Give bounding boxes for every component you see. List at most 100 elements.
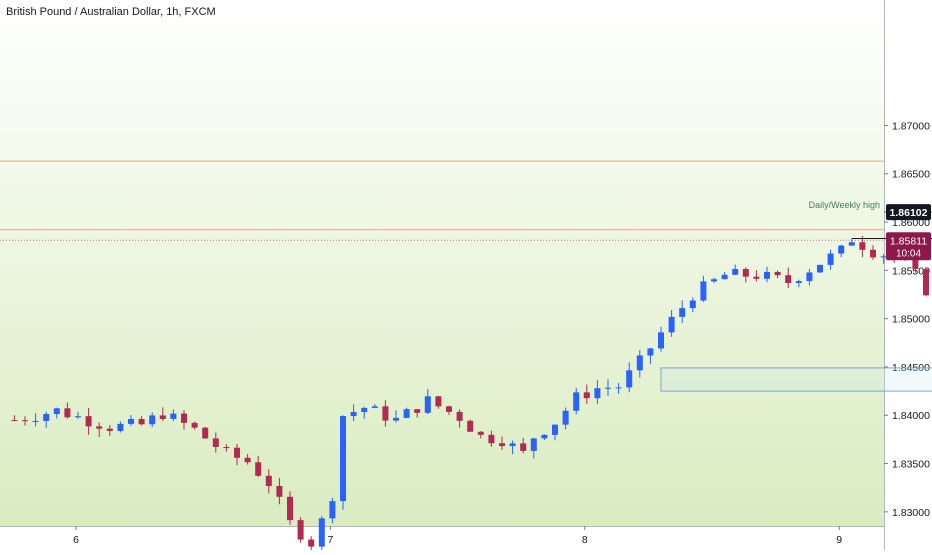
candle-bullish	[329, 501, 336, 519]
candle-bullish	[658, 332, 664, 349]
candle-bullish	[689, 300, 696, 309]
candle-bearish	[446, 406, 452, 412]
candle-bullish	[541, 434, 548, 439]
candle-bearish	[308, 539, 315, 547]
candle-bearish	[212, 438, 219, 448]
candle-bearish	[297, 520, 304, 540]
candle-bearish	[202, 427, 209, 439]
candle-bullish	[615, 387, 622, 389]
candle-bullish	[552, 424, 558, 435]
candle-bullish	[371, 406, 378, 408]
candle-bearish	[244, 457, 251, 463]
candle-bearish	[912, 255, 919, 270]
candle-bullish	[764, 271, 770, 279]
candle-bearish	[499, 443, 505, 447]
candle-bearish	[467, 420, 474, 432]
current-price-value: 1.85811	[890, 235, 927, 247]
candle-bullish	[424, 396, 431, 413]
candle-bullish	[732, 268, 739, 275]
candle-bearish	[583, 392, 590, 399]
y-tick-label: 1.85500	[892, 265, 930, 277]
candle-bearish	[456, 411, 463, 421]
candle-bearish	[382, 406, 389, 421]
candle-bearish	[488, 434, 495, 444]
x-tick-label: 8	[582, 534, 588, 546]
candle-bearish	[923, 269, 929, 296]
candle-bullish	[636, 355, 643, 371]
candle-bearish	[435, 396, 442, 407]
y-tick-label: 1.86500	[892, 169, 930, 181]
x-tick-label: 6	[73, 534, 79, 546]
candle-bullish	[721, 274, 728, 280]
time-axis-background	[0, 526, 884, 550]
candle-bullish	[75, 416, 81, 418]
candle-bearish	[265, 475, 272, 486]
candle-bearish	[859, 242, 866, 250]
candle-bullish	[128, 418, 134, 424]
candle-bullish	[117, 423, 124, 432]
y-tick-label: 1.83500	[892, 459, 930, 471]
candle-bearish	[191, 422, 198, 428]
candle-bullish	[149, 415, 156, 425]
candle-bullish	[647, 348, 654, 356]
candle-countdown: 10:04	[896, 248, 921, 259]
current-price-badge	[886, 232, 931, 261]
candle-bearish	[138, 418, 145, 425]
candle-bullish	[838, 245, 845, 254]
candle-bullish	[350, 411, 357, 417]
candle-bearish	[753, 276, 760, 279]
x-tick-label: 7	[327, 534, 333, 546]
candle-bullish	[43, 414, 50, 421]
candle-bullish	[530, 438, 537, 451]
candle-bullish	[700, 281, 707, 301]
candle-bearish	[85, 416, 92, 427]
candle-bearish	[22, 420, 28, 422]
daily-weekly-high-value: 1.86102	[890, 207, 928, 219]
candle-bearish	[414, 409, 421, 413]
candle-bullish	[711, 279, 717, 282]
candle-bullish	[32, 420, 39, 422]
candle-bullish	[679, 308, 686, 317]
demand-zone-large[interactable]	[660, 367, 932, 392]
candle-bullish	[626, 370, 633, 388]
x-tick-label: 9	[836, 534, 842, 546]
candle-bullish	[817, 264, 823, 273]
candle-bearish	[106, 428, 113, 432]
candle-bearish	[234, 447, 240, 458]
candle-bullish	[170, 413, 177, 419]
candle-bearish	[255, 462, 262, 476]
y-tick-label: 1.83000	[892, 507, 930, 519]
candle-bullish	[361, 407, 368, 412]
candle-bearish	[742, 268, 749, 277]
candle-bullish	[795, 281, 802, 284]
y-tick-label: 1.85000	[892, 314, 930, 326]
candle-bullish	[393, 417, 399, 421]
candle-bullish	[848, 242, 855, 246]
candle-bearish	[477, 431, 484, 435]
candle-bullish	[594, 388, 601, 399]
candle-bearish	[276, 485, 283, 497]
candle-bullish	[403, 409, 410, 418]
plot-background	[0, 0, 884, 526]
candle-bullish	[562, 410, 569, 425]
candle-bullish	[880, 256, 887, 258]
candle-bullish	[573, 392, 580, 411]
daily-weekly-high-badge	[886, 204, 931, 221]
candle-bullish	[605, 387, 611, 389]
candle-bearish	[785, 275, 792, 284]
candle-bullish	[806, 272, 813, 282]
y-tick-label: 1.84000	[892, 410, 930, 422]
candle-bearish	[11, 420, 18, 422]
candle-bearish	[96, 426, 103, 429]
candle-bearish	[223, 447, 230, 449]
candle-bearish	[64, 408, 71, 418]
y-tick-label: 1.87000	[892, 120, 930, 132]
candle-bearish	[181, 413, 187, 423]
daily-weekly-high-label: Daily/Weekly high	[809, 200, 880, 210]
candle-bullish	[340, 416, 346, 502]
candle-bullish	[318, 518, 325, 547]
candle-bearish	[159, 415, 166, 419]
candle-bearish	[520, 443, 527, 451]
